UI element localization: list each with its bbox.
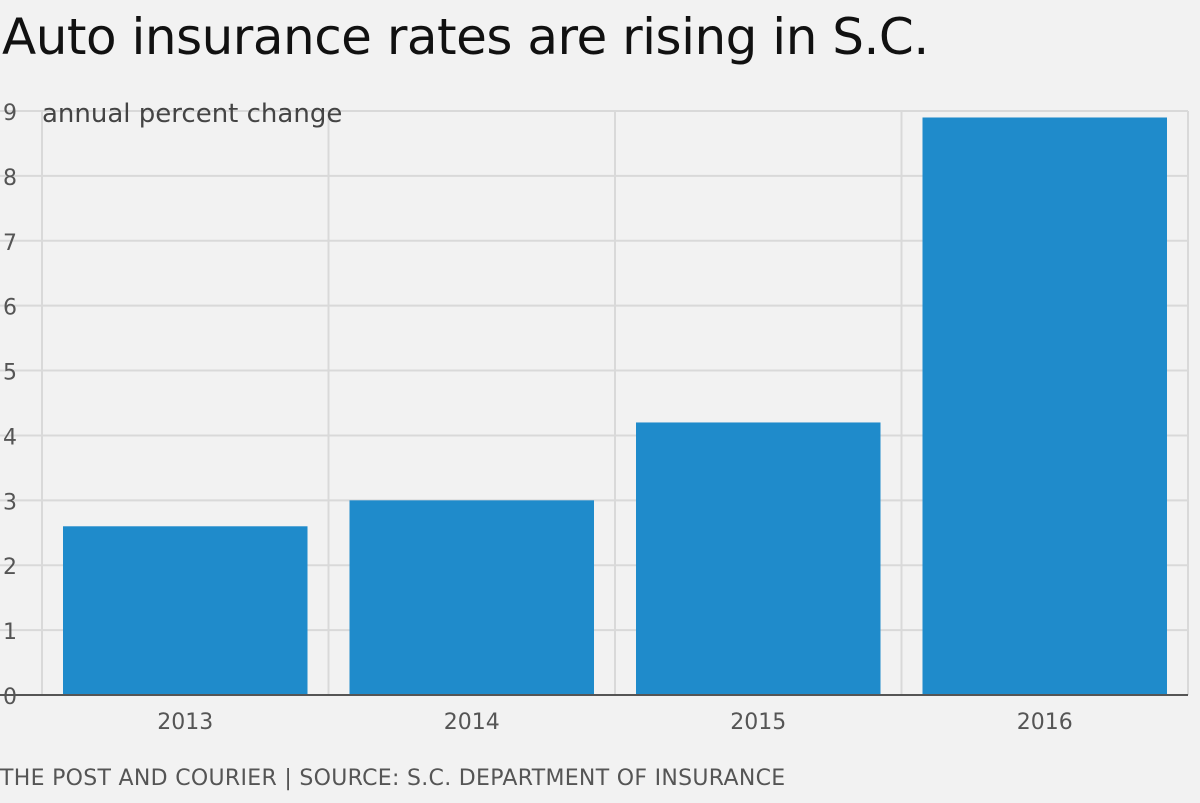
x-tick-label: 2013 [157,710,213,735]
x-tick-label: 2016 [1017,710,1073,735]
y-tick-label: 2 [3,555,17,580]
bar-2015 [636,422,881,695]
y-tick-label: 3 [3,490,17,515]
y-tick-label: 9 [3,101,17,126]
bars [63,117,1167,695]
y-tick-label: 8 [3,166,17,191]
y-tick-label: 1 [3,620,17,645]
x-tick-label: 2014 [444,710,500,735]
y-tick-label: 4 [3,425,17,450]
y-tick-label: 7 [3,231,17,256]
bar-2013 [63,526,308,695]
bar-2016 [922,117,1167,695]
x-tick-label: 2015 [730,710,786,735]
y-tick-label: 0 [3,685,17,710]
y-axis-label: annual percent change [42,99,342,129]
y-tick-label: 5 [3,361,17,386]
bar-2014 [349,500,594,695]
chart-title: Auto insurance rates are rising in S.C. [2,8,929,66]
x-axis-ticks: 2013 2014 2015 2016 [0,694,1188,735]
y-tick-label: 6 [3,296,17,321]
source-credit: THE POST AND COURIER | SOURCE: S.C. DEPA… [0,766,786,791]
y-axis-ticks: 0 1 2 3 4 5 6 7 8 9 [3,101,17,710]
